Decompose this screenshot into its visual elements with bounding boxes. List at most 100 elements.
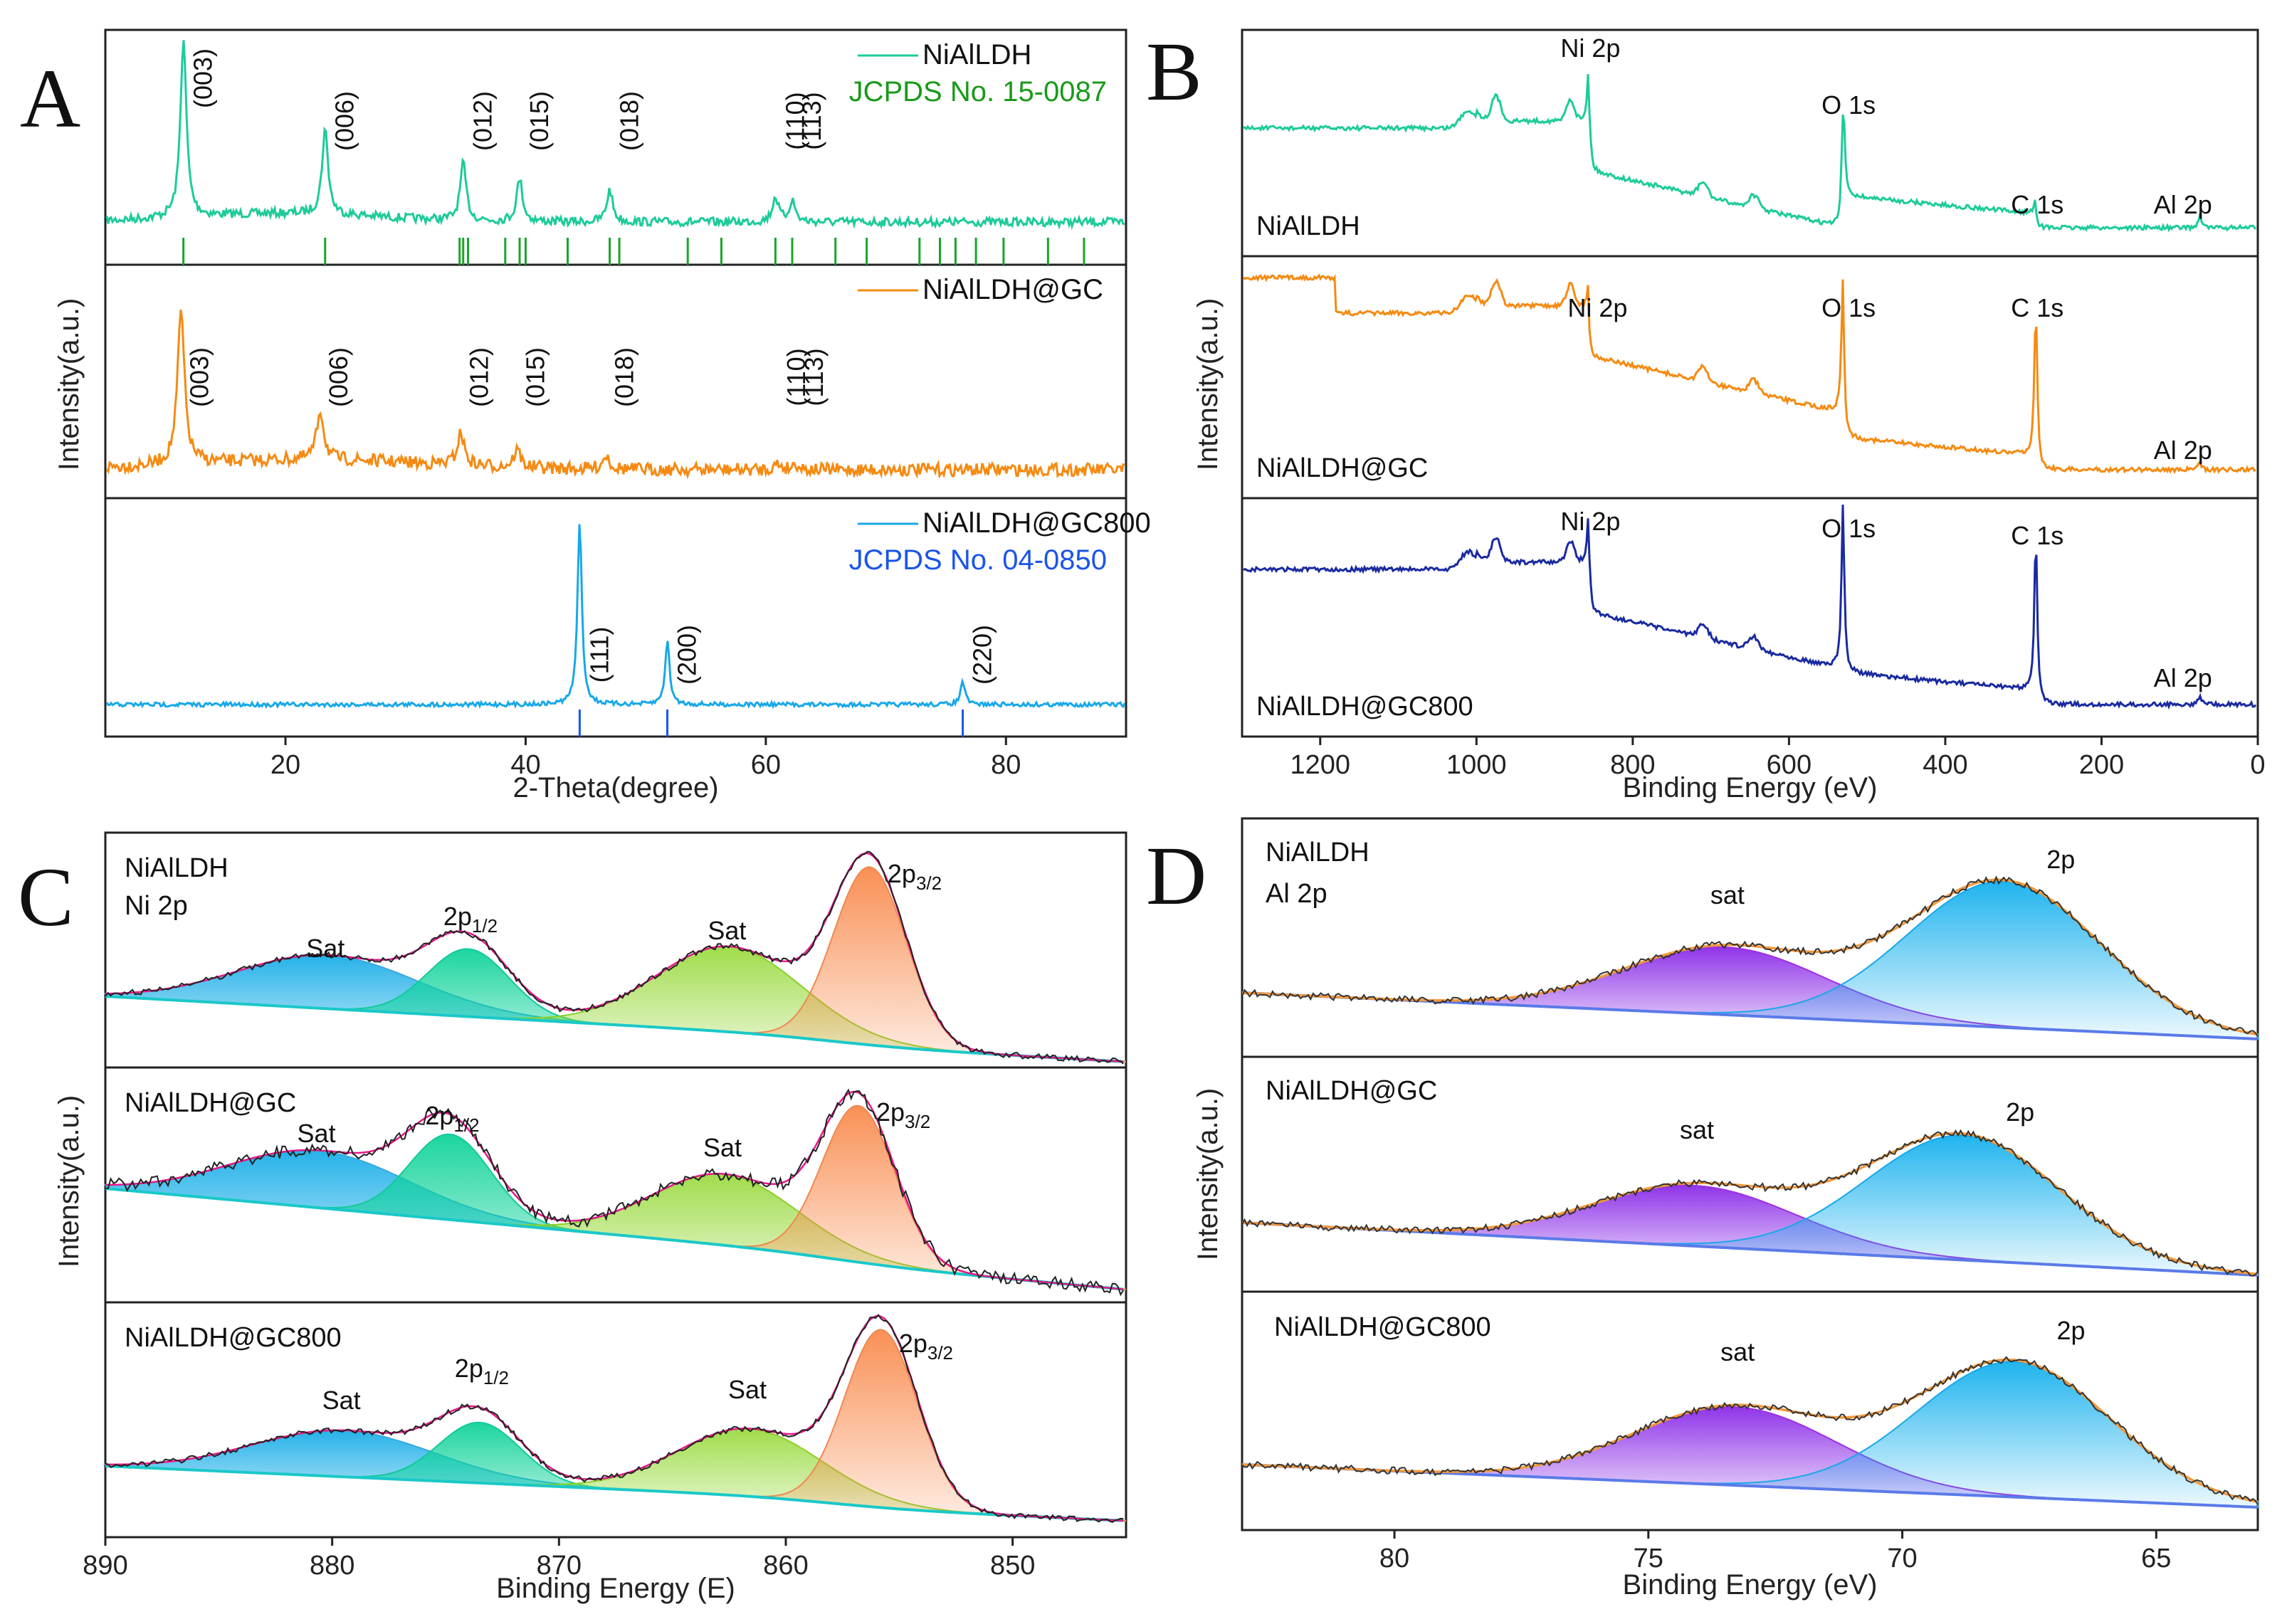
- raw-data-line: [1241, 875, 2259, 1037]
- x-tick-label: 80: [1379, 1544, 1409, 1573]
- x-axis-label: 2-Theta(degree): [512, 772, 718, 803]
- panel-d: D 80 75 70 65 Binding Energy (eV) Intensity(a.…: [1146, 817, 2259, 1601]
- x-tick-label: 890: [83, 1551, 127, 1581]
- peak-label-al2p: Al 2p: [2154, 190, 2212, 219]
- sample-label: NiAlLDH: [1266, 838, 1369, 868]
- x-tick-label: 870: [537, 1551, 582, 1581]
- raw-data-line: [105, 1314, 1124, 1524]
- x-axis-label: Binding Energy (eV): [1623, 1569, 1878, 1601]
- peak-label-sat: sat: [1720, 1337, 1755, 1366]
- raw-data-line: [1241, 1129, 2259, 1277]
- peak-label-ni2p: Ni 2p: [1560, 33, 1620, 63]
- panel-c-subplot: NiAlLDH Sat 2p1/2 Sat 2p3/2: [103, 850, 1127, 1065]
- panel-a-subplot-frame: [104, 497, 1127, 738]
- y-axis-label: Intensity(a.u.): [53, 298, 85, 470]
- peak-label-sat: Sat: [322, 1386, 361, 1415]
- peak-label-sat: Sat: [708, 916, 746, 945]
- peak-label: (110): [780, 92, 809, 149]
- panel-c-subplot-frame: [104, 831, 1127, 1069]
- jcpds-label: JCPDS No. 04-0850: [849, 544, 1107, 576]
- peak-label: (018): [610, 347, 639, 407]
- panel-c-subplot: NiAlLDH@GC800 Sat 2p1/2 Sat 2p3/2: [102, 1314, 1127, 1524]
- sample-label: NiAlLDH@GC: [1256, 453, 1428, 483]
- x-tick-label: 200: [2079, 750, 2124, 780]
- xrd-pattern-line: [105, 40, 1125, 230]
- peak-label-o1s: O 1s: [1821, 90, 1876, 120]
- x-tick-label: 860: [763, 1551, 808, 1581]
- peak-label-ni2p: Ni 2p: [1567, 293, 1627, 322]
- fitted-component: [105, 1329, 1127, 1522]
- x-tick-label: 75: [1634, 1544, 1663, 1573]
- peak-label: (015): [521, 347, 550, 407]
- xrd-pattern-line: [105, 524, 1126, 710]
- x-tick-label: 0: [2250, 750, 2265, 780]
- jcpds-label: JCPDS No. 15-0087: [849, 76, 1107, 107]
- legend-label: NiAlLDH@GC800: [922, 507, 1151, 539]
- peak-label: (003): [189, 48, 218, 108]
- panel-d-subplot: NiAlLDH sat 2p: [1241, 838, 2259, 1040]
- peak-label-2p: 2p: [2006, 1097, 2034, 1127]
- peak-label-2p12: 2p1/2: [425, 1101, 479, 1136]
- xrd-pattern-line: [105, 310, 1125, 480]
- panel-c: C 890 880 870 860 850 Binding Energy (E) Intens…: [18, 831, 1127, 1604]
- x-tick-label: 400: [1923, 750, 1967, 780]
- panel-b-subplot: NiAlLDH Ni 2p O 1s C 1s Al 2p: [1243, 33, 2257, 241]
- peak-label-2p: 2p: [2046, 845, 2075, 874]
- peak-label: (220): [968, 625, 997, 685]
- peak-label-sat: Sat: [306, 934, 345, 963]
- x-tick-label: 850: [990, 1551, 1035, 1581]
- raw-data-line: [1241, 1356, 2259, 1505]
- peak-label-sat: sat: [1680, 1115, 1714, 1144]
- y-axis-label: Intensity(a.u.): [53, 1095, 85, 1267]
- peak-label: (015): [525, 91, 554, 151]
- panel-b: B 1200 1000 800 600 400 200 0 Binding Energy (eV…: [1146, 25, 2266, 803]
- legend-label: NiAlLDH: [922, 39, 1031, 70]
- raw-data-line: [105, 850, 1124, 1065]
- peak-label: (012): [464, 347, 493, 407]
- panel-d-letter: D: [1146, 829, 1206, 922]
- x-axis-label: Binding Energy (eV): [1623, 772, 1878, 803]
- x-axis-label: Binding Energy (E): [496, 1573, 735, 1604]
- panel-a-subplot: (111) (200) (220) NiAlLDH@GC800 JCPDS No. 04…: [105, 507, 1151, 737]
- peak-label: (003): [184, 347, 214, 407]
- sample-label: NiAlLDH: [1256, 211, 1360, 241]
- peak-label-sat: Sat: [298, 1119, 336, 1148]
- peak-label-al2p: Al 2p: [2154, 663, 2212, 692]
- xps-survey-line: [1243, 505, 2257, 710]
- peak-label-ni2p: Ni 2p: [1560, 507, 1620, 536]
- x-tick-label: 40: [510, 750, 540, 780]
- sample-label: NiAlLDH: [125, 853, 228, 883]
- peak-label-2p32: 2p3/2: [899, 1329, 953, 1364]
- peak-label-sat: Sat: [728, 1375, 767, 1404]
- sample-label: NiAlLDH@GC: [125, 1088, 296, 1118]
- x-tick-label: 60: [751, 750, 781, 780]
- panel-a-letter: A: [20, 52, 80, 145]
- sample-label: NiAlLDH@GC800: [125, 1323, 342, 1353]
- peak-label-sat: sat: [1710, 880, 1745, 909]
- sample-label: NiAlLDH@GC: [1266, 1076, 1437, 1106]
- peak-label: (200): [673, 625, 702, 685]
- x-tick-label: 1000: [1446, 750, 1507, 780]
- peak-label-2p: 2p: [2057, 1316, 2086, 1345]
- panel-d-subplot-frame: [1241, 1290, 2259, 1531]
- peak-label-o1s: O 1s: [1821, 514, 1876, 543]
- peak-label: (018): [615, 91, 644, 151]
- x-tick-label: 70: [1887, 1544, 1917, 1573]
- peak-label-2p12: 2p1/2: [455, 1354, 509, 1388]
- peak-label-c1s: C 1s: [2011, 293, 2063, 322]
- panel-a: A 20 40 60 80 2-Theta(degree) Intensity(a.u.) (…: [20, 28, 1151, 803]
- legend-label: NiAlLDH@GC: [922, 274, 1103, 305]
- core-level-label: Ni 2p: [125, 891, 188, 921]
- x-tick-label: 80: [991, 750, 1021, 780]
- peak-label-c1s: C 1s: [2011, 521, 2063, 550]
- panel-b-subplot-frame: [1241, 497, 2259, 738]
- peak-label: (111): [584, 627, 614, 683]
- raw-data-line: [105, 1088, 1125, 1297]
- peak-label-o1s: O 1s: [1821, 293, 1876, 322]
- panel-b-letter: B: [1146, 25, 1202, 118]
- panel-d-subplot: NiAlLDH@GC sat 2p: [1241, 1076, 2259, 1277]
- x-tick-label: 65: [2141, 1544, 2171, 1573]
- x-tick-label: 600: [1767, 750, 1812, 780]
